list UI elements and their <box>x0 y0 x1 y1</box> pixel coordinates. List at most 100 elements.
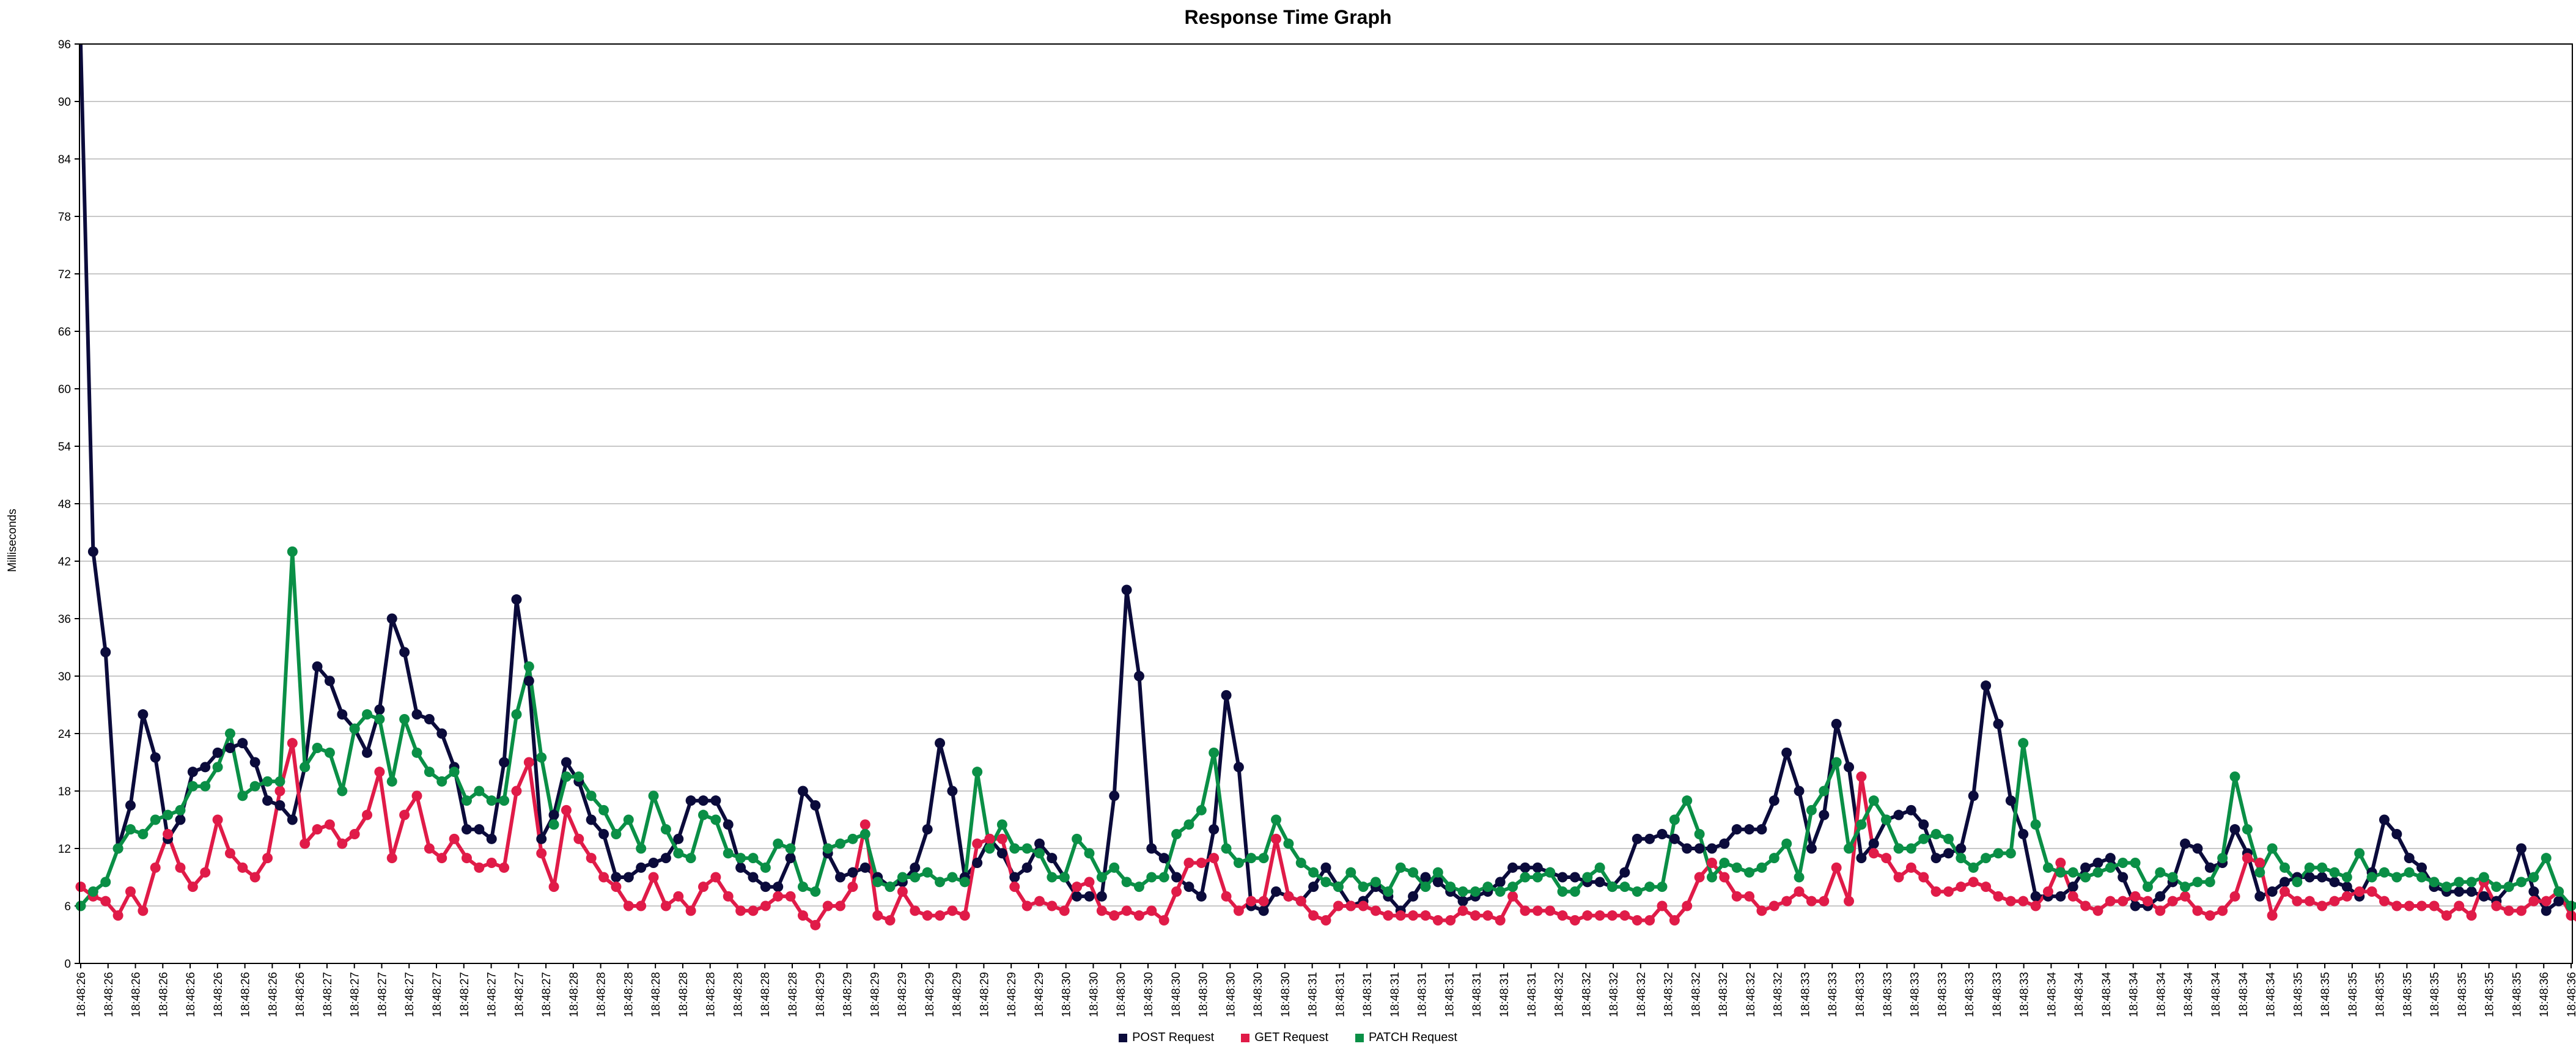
data-point <box>1021 862 1032 873</box>
data-point <box>2279 862 2290 873</box>
data-point <box>760 881 771 893</box>
data-point <box>436 853 447 864</box>
x-tick-label: 18:48:35 <box>2511 972 2523 1017</box>
x-tick-label: 18:48:29 <box>924 972 937 1017</box>
x-tick-label: 18:48:27 <box>376 972 389 1017</box>
data-point <box>1819 786 1830 797</box>
x-tick-label: 18:48:30 <box>1061 972 1073 1017</box>
data-point <box>2092 867 2103 878</box>
data-point <box>561 771 572 782</box>
data-point <box>386 613 397 624</box>
data-point <box>1258 853 1269 864</box>
x-tick-label: 18:48:28 <box>787 972 800 1017</box>
data-point <box>474 862 485 873</box>
data-point <box>1021 900 1032 911</box>
x-tick-label: 18:48:29 <box>842 972 855 1017</box>
data-point <box>1831 718 1842 729</box>
data-point <box>1283 891 1294 902</box>
data-point <box>636 862 647 873</box>
x-tick-label: 18:48:33 <box>2018 972 2031 1017</box>
x-tick-label: 18:48:30 <box>1252 972 1265 1017</box>
data-point <box>486 833 497 844</box>
x-tick-label: 18:48:35 <box>2484 972 2497 1017</box>
data-point <box>1121 877 1132 888</box>
x-tick-label: 18:48:34 <box>2265 972 2278 1017</box>
data-point <box>112 843 123 854</box>
data-point <box>2503 905 2514 916</box>
x-tick-label: 18:48:30 <box>1279 972 1292 1017</box>
data-point <box>1457 896 1468 907</box>
data-point <box>150 752 161 763</box>
data-point <box>660 900 671 911</box>
x-tick-label: 18:48:27 <box>403 972 416 1017</box>
data-point <box>611 872 622 883</box>
data-point <box>1956 853 1967 864</box>
data-point <box>1632 886 1643 897</box>
data-point <box>1183 858 1194 868</box>
data-point <box>1968 877 1979 888</box>
x-tick-label: 18:48:35 <box>2347 972 2360 1017</box>
x-tick-label: 18:48:26 <box>103 972 116 1017</box>
data-point <box>1744 867 1755 878</box>
data-point <box>748 853 759 864</box>
data-point <box>922 867 933 878</box>
data-point <box>1918 872 1929 883</box>
x-tick-label: 18:48:27 <box>513 972 526 1017</box>
data-point <box>1133 671 1144 682</box>
x-tick-label: 18:48:30 <box>1224 972 1237 1017</box>
data-point <box>374 704 385 715</box>
data-point <box>2267 843 2278 854</box>
data-point <box>959 910 970 921</box>
data-point <box>349 723 360 734</box>
data-point <box>150 862 161 873</box>
data-point <box>698 809 708 820</box>
data-point <box>461 824 472 835</box>
data-point <box>2441 881 2452 893</box>
x-tick-label: 18:48:28 <box>732 972 745 1017</box>
data-point <box>2491 900 2502 911</box>
legend-item: GET Request <box>1241 1031 1328 1045</box>
x-tick-label: 18:48:35 <box>2456 972 2469 1017</box>
data-point <box>1507 891 1518 902</box>
x-tick-label: 18:48:29 <box>1033 972 1046 1017</box>
data-point <box>2155 891 2166 902</box>
data-point <box>1021 843 1032 854</box>
data-point <box>1557 886 1568 897</box>
data-point <box>2155 905 2166 916</box>
x-tick-label: 18:48:31 <box>1389 972 1402 1017</box>
x-tick-label: 18:48:36 <box>2538 972 2551 1017</box>
data-point <box>474 824 485 835</box>
data-point <box>1109 790 1120 801</box>
series-points <box>75 546 2576 930</box>
data-point <box>859 862 870 873</box>
data-point <box>660 853 671 864</box>
x-tick-label: 18:48:33 <box>1963 972 1976 1017</box>
data-point <box>212 762 223 773</box>
data-point <box>1768 795 1779 806</box>
data-point <box>698 795 708 806</box>
legend-label: GET Request <box>1254 1031 1329 1044</box>
data-point <box>2142 881 2153 893</box>
data-point <box>411 790 422 801</box>
data-point <box>274 786 285 797</box>
data-point <box>685 795 696 806</box>
data-point <box>536 833 547 844</box>
data-point <box>548 819 559 830</box>
data-point <box>1682 843 1693 854</box>
data-point <box>287 546 298 557</box>
data-point <box>1158 853 1169 864</box>
x-tick-label: 18:48:26 <box>75 972 88 1017</box>
data-point <box>125 886 136 897</box>
data-point <box>1657 900 1668 911</box>
data-point <box>2366 872 2377 883</box>
data-point <box>2092 905 2103 916</box>
data-point <box>2229 771 2240 782</box>
data-point <box>2042 862 2053 873</box>
data-point <box>486 858 497 868</box>
data-point <box>324 675 335 686</box>
x-tick-label: 18:48:36 <box>2566 972 2576 1017</box>
data-point <box>2105 862 2116 873</box>
data-point <box>872 910 883 921</box>
x-tick-label: 18:48:35 <box>2429 972 2442 1017</box>
data-point <box>1744 824 1755 835</box>
